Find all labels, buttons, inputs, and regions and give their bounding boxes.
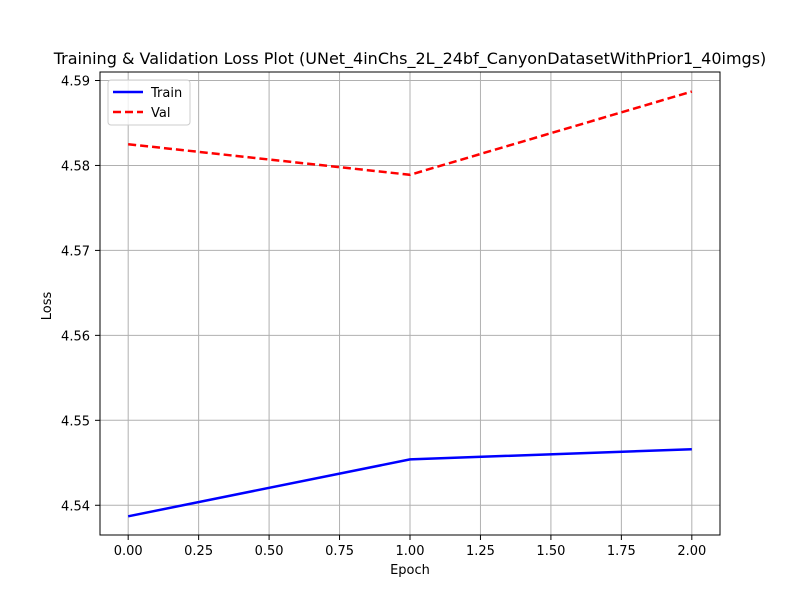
x-tick-label: 1.75 — [607, 544, 636, 559]
ticks-layer: 0.00 0.25 0.50 0.75 1.00 1.25 1.50 1.75 2.00 4.54… — [61, 74, 706, 559]
x-tick-label: 0.75 — [325, 544, 354, 559]
y-tick-label: 4.59 — [61, 74, 90, 89]
legend-label-val: Val — [151, 106, 170, 121]
x-tick-label: 1.50 — [536, 544, 565, 559]
x-tick-label: 0.50 — [255, 544, 284, 559]
chart-title: Training & Validation Loss Plot (UNet_4i… — [53, 49, 767, 69]
x-axis-title: Epoch — [390, 563, 430, 578]
x-tick-label: 0.00 — [114, 544, 143, 559]
x-tick-label: 0.25 — [184, 544, 213, 559]
series-layer — [127, 90, 693, 518]
x-tick-label: 2.00 — [677, 544, 706, 559]
y-tick-label: 4.57 — [61, 244, 90, 259]
x-tick-label: 1.25 — [466, 544, 495, 559]
x-tick-label: 1.00 — [396, 544, 425, 559]
grid-layer — [100, 72, 720, 535]
legend-label-train: Train — [150, 86, 182, 101]
y-tick-label: 4.56 — [61, 329, 90, 344]
y-tick-label: 4.55 — [61, 414, 90, 429]
legend: Train Val — [107, 79, 191, 126]
y-tick-label: 4.54 — [61, 499, 90, 514]
y-axis-title: Loss — [40, 292, 55, 321]
y-tick-label: 4.58 — [61, 159, 90, 174]
